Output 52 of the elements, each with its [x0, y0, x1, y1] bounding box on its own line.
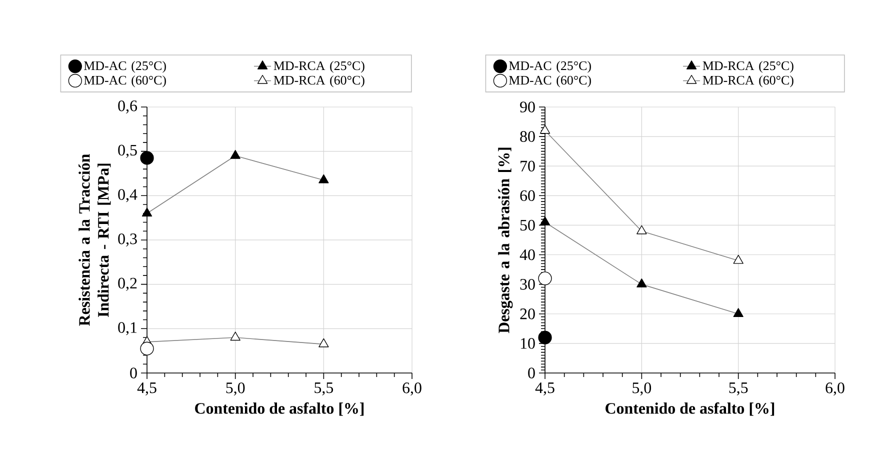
- y-tick-label: 70: [520, 160, 535, 172]
- y-tick-label: 0,3: [118, 233, 137, 247]
- point: [540, 216, 550, 226]
- legend-label: MD-AC (60°C): [509, 75, 591, 88]
- y-tick-label: 40: [520, 249, 535, 260]
- y-tick-label: 90: [520, 102, 535, 112]
- y-tick-label: 0,6: [118, 100, 138, 114]
- point: [733, 254, 744, 264]
- y-tick-label: 30: [520, 278, 535, 290]
- point: [538, 330, 552, 344]
- point: [140, 151, 154, 165]
- point: [733, 308, 744, 317]
- x-tick-label: 5,5: [314, 382, 334, 396]
- point: [318, 338, 329, 348]
- y-tick-label: 0,4: [118, 189, 138, 202]
- y-tick-label: 0,5: [118, 144, 137, 158]
- point: [230, 150, 240, 159]
- point: [636, 278, 647, 288]
- x-tick-label: 5,0: [226, 382, 245, 396]
- legend-label: MD-RCA (25°C): [274, 61, 364, 73]
- y-tick-label: 20: [520, 308, 535, 320]
- x-tick-label: 6,0: [402, 382, 422, 396]
- y-tick-label: 0,2: [118, 278, 137, 291]
- y-tick-label: 0: [528, 368, 535, 378]
- point: [140, 342, 154, 356]
- y-axis-title: Desgaste a la abrasión [%]: [498, 148, 513, 334]
- legend-label: MD-AC (25°C): [509, 61, 591, 73]
- point: [636, 225, 647, 234]
- y-tick-label: 10: [520, 338, 535, 349]
- x-tick-label: 5,5: [729, 382, 748, 396]
- legend-label: MD-AC (60°C): [84, 75, 166, 88]
- x-tick-label: 4,5: [137, 382, 156, 396]
- y-tick-label: 50: [520, 220, 535, 231]
- y-tick-label: 80: [520, 131, 535, 142]
- legend-label: MD-AC (25°C): [84, 61, 166, 73]
- legend-label: MD-RCA (60°C): [702, 75, 794, 88]
- y-tick-label: 0: [130, 368, 137, 378]
- x-tick-label: 5,0: [632, 382, 652, 396]
- point: [142, 208, 152, 216]
- x-axis-title: Contenido de asfalto [%]: [606, 402, 774, 416]
- x-tick-label: 4,5: [535, 382, 554, 396]
- x-tick-label: 6,0: [826, 382, 844, 396]
- point: [540, 124, 550, 134]
- legend-label: MD-RCA (60°C): [274, 75, 364, 88]
- y-tick-label: 60: [520, 190, 535, 202]
- x-axis-title: Contenido de asfalto [%]: [195, 402, 364, 416]
- point: [230, 332, 240, 341]
- y-tick-label: 0,1: [118, 322, 137, 336]
- y-axis-title: Resistencia a la Tracción Indirecta - RTI [MPa]: [78, 154, 111, 326]
- point: [318, 174, 329, 184]
- point: [538, 272, 552, 286]
- legend-label: MD-RCA (25°C): [702, 61, 794, 73]
